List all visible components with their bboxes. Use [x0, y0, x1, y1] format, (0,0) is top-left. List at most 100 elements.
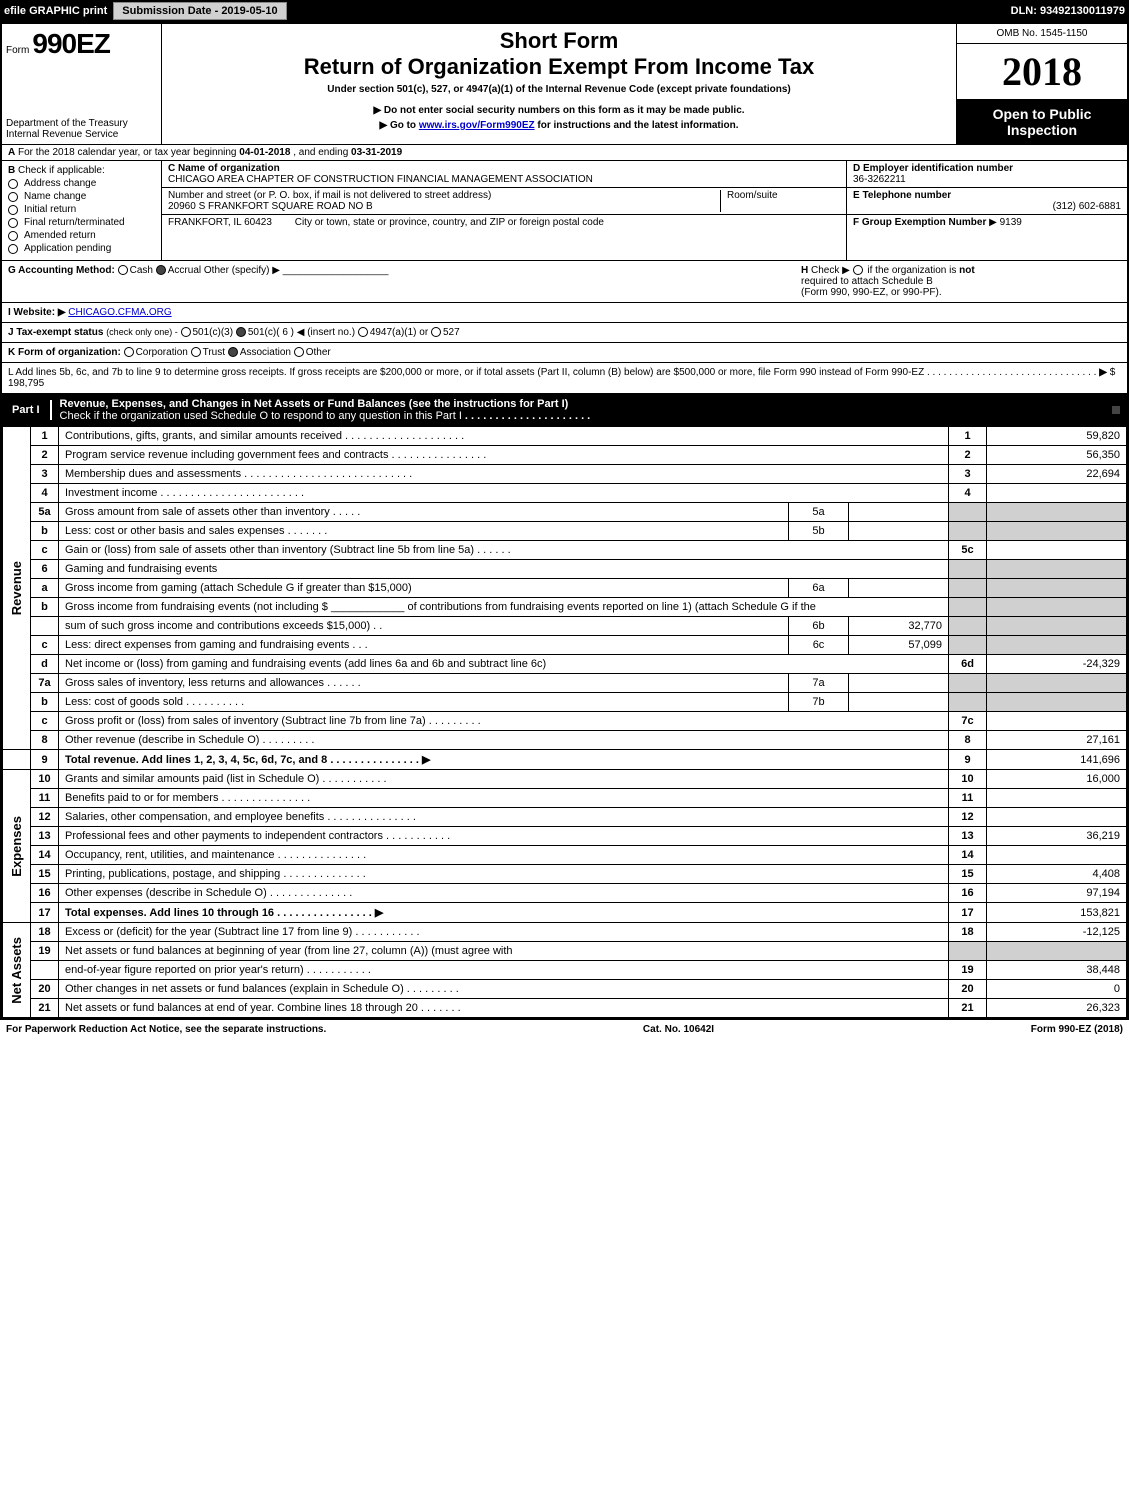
line-a-begin: 04-01-2018: [239, 147, 290, 158]
block-bcdef: B Check if applicable: Address change Na…: [2, 161, 1127, 261]
shaded-cell: [987, 942, 1127, 961]
j-opt3: 4947(a)(1) or: [370, 327, 428, 338]
table-row: c Gross profit or (loss) from sales of i…: [3, 712, 1127, 731]
b-check-if: Check if applicable:: [18, 165, 105, 176]
row-num: c: [31, 636, 59, 655]
row-desc: Less: cost or other basis and sales expe…: [59, 522, 789, 541]
c-street-label: Number and street (or P. O. box, if mail…: [168, 190, 720, 201]
row-num: 10: [31, 770, 59, 789]
g-label: G Accounting Method:: [8, 265, 115, 276]
table-row: 7a Gross sales of inventory, less return…: [3, 674, 1127, 693]
row-ref: 7c: [949, 712, 987, 731]
row-num: a: [31, 579, 59, 598]
name-change-radio[interactable]: [8, 192, 18, 202]
row-subamt: 57,099: [849, 636, 949, 655]
h-checkbox[interactable]: [853, 265, 863, 275]
row-ref: 17: [949, 903, 987, 923]
col-def: D Employer identification number 36-3262…: [847, 161, 1127, 260]
netassets-section-label: Net Assets: [9, 937, 24, 1004]
table-row: 17 Total expenses. Add lines 10 through …: [3, 903, 1127, 923]
j-501c3-radio[interactable]: [181, 327, 191, 337]
shaded-cell: [987, 560, 1127, 579]
row-amt: 26,323: [987, 999, 1127, 1018]
row-amt: 38,448: [987, 961, 1127, 980]
row-ref: 14: [949, 846, 987, 865]
return-title: Return of Organization Exempt From Incom…: [170, 54, 948, 80]
open-public-badge: Open to Public Inspection: [957, 100, 1127, 144]
table-row: 5a Gross amount from sale of assets othe…: [3, 503, 1127, 522]
row-num: 16: [31, 884, 59, 903]
application-pending-radio[interactable]: [8, 244, 18, 254]
k-trust-radio[interactable]: [191, 347, 201, 357]
part1-label: Part I: [2, 400, 52, 420]
row-desc: Less: direct expenses from gaming and fu…: [59, 636, 789, 655]
tax-year: 2018: [957, 44, 1127, 100]
submission-date-button[interactable]: Submission Date - 2019-05-10: [113, 2, 286, 20]
shaded-cell: [949, 579, 987, 598]
form-prefix: Form: [6, 45, 29, 56]
website-link[interactable]: CHICAGO.CFMA.ORG: [68, 307, 171, 318]
initial-return-radio[interactable]: [8, 205, 18, 215]
j-sub: (check only one) -: [106, 327, 178, 337]
col-c: C Name of organization CHICAGO AREA CHAP…: [162, 161, 847, 260]
k-other-radio[interactable]: [294, 347, 304, 357]
row-desc: Net assets or fund balances at end of ye…: [59, 999, 949, 1018]
row-num: 6: [31, 560, 59, 579]
part1-checkbox[interactable]: [1111, 405, 1121, 415]
goto-notice: ▶ Go to www.irs.gov/Form990EZ for instru…: [170, 120, 948, 131]
row-ref: 8: [949, 731, 987, 750]
goto-post: for instructions and the latest informat…: [535, 120, 739, 131]
final-return-radio[interactable]: [8, 218, 18, 228]
accrual-radio[interactable]: [156, 265, 166, 275]
omb-number: OMB No. 1545-1150: [957, 24, 1127, 44]
row-desc: Gain or (loss) from sale of assets other…: [59, 541, 949, 560]
row-subamt: 32,770: [849, 617, 949, 636]
row-desc: Membership dues and assessments . . . . …: [59, 465, 949, 484]
row-num: 11: [31, 789, 59, 808]
row-ref: 13: [949, 827, 987, 846]
j-501c-radio[interactable]: [236, 327, 246, 337]
table-row: d Net income or (loss) from gaming and f…: [3, 655, 1127, 674]
row-num: 2: [31, 446, 59, 465]
row-amt: [987, 541, 1127, 560]
l-text: L Add lines 5b, 6c, and 7b to line 9 to …: [8, 367, 924, 378]
shaded-cell: [949, 674, 987, 693]
cash-radio[interactable]: [118, 265, 128, 275]
j-527-radio[interactable]: [431, 327, 441, 337]
shaded-cell: [949, 693, 987, 712]
row-num: 7a: [31, 674, 59, 693]
k-opt4: Other: [306, 347, 331, 358]
table-row: 20 Other changes in net assets or fund b…: [3, 980, 1127, 999]
row-amt: [987, 484, 1127, 503]
row-desc: Other revenue (describe in Schedule O) .…: [59, 731, 949, 750]
row-desc: sum of such gross income and contributio…: [59, 617, 789, 636]
table-row: 16 Other expenses (describe in Schedule …: [3, 884, 1127, 903]
k-assoc-radio[interactable]: [228, 347, 238, 357]
expenses-section-label: Expenses: [9, 816, 24, 877]
row-num: 20: [31, 980, 59, 999]
row-desc: Benefits paid to or for members . . . . …: [59, 789, 949, 808]
line-k: K Form of organization: Corporation Trus…: [2, 343, 1127, 363]
table-row: 19 Net assets or fund balances at beginn…: [3, 942, 1127, 961]
row-subamt: [849, 674, 949, 693]
row-desc: end-of-year figure reported on prior yea…: [59, 961, 949, 980]
row-num: 19: [31, 942, 59, 961]
amended-return-radio[interactable]: [8, 231, 18, 241]
irs-link[interactable]: www.irs.gov/Form990EZ: [419, 120, 535, 131]
address-change-radio[interactable]: [8, 179, 18, 189]
j-4947-radio[interactable]: [358, 327, 368, 337]
header-left: Form 990EZ Department of the Treasury In…: [2, 24, 162, 144]
line-gh: G Accounting Method: Cash Accrual Other …: [2, 261, 1127, 303]
f-label: F Group Exemption Number: [853, 217, 986, 228]
k-corp-radio[interactable]: [124, 347, 134, 357]
row-amt: -12,125: [987, 923, 1127, 942]
row-amt: [987, 712, 1127, 731]
table-row: 14 Occupancy, rent, utilities, and maint…: [3, 846, 1127, 865]
row-desc: Investment income . . . . . . . . . . . …: [59, 484, 949, 503]
shaded-cell: [949, 560, 987, 579]
g-accrual: Accrual: [168, 265, 201, 276]
row-desc: Gaming and fundraising events: [59, 560, 949, 579]
row-desc: Other expenses (describe in Schedule O) …: [59, 884, 949, 903]
row-subamt: [849, 579, 949, 598]
row-desc: Occupancy, rent, utilities, and maintena…: [59, 846, 949, 865]
